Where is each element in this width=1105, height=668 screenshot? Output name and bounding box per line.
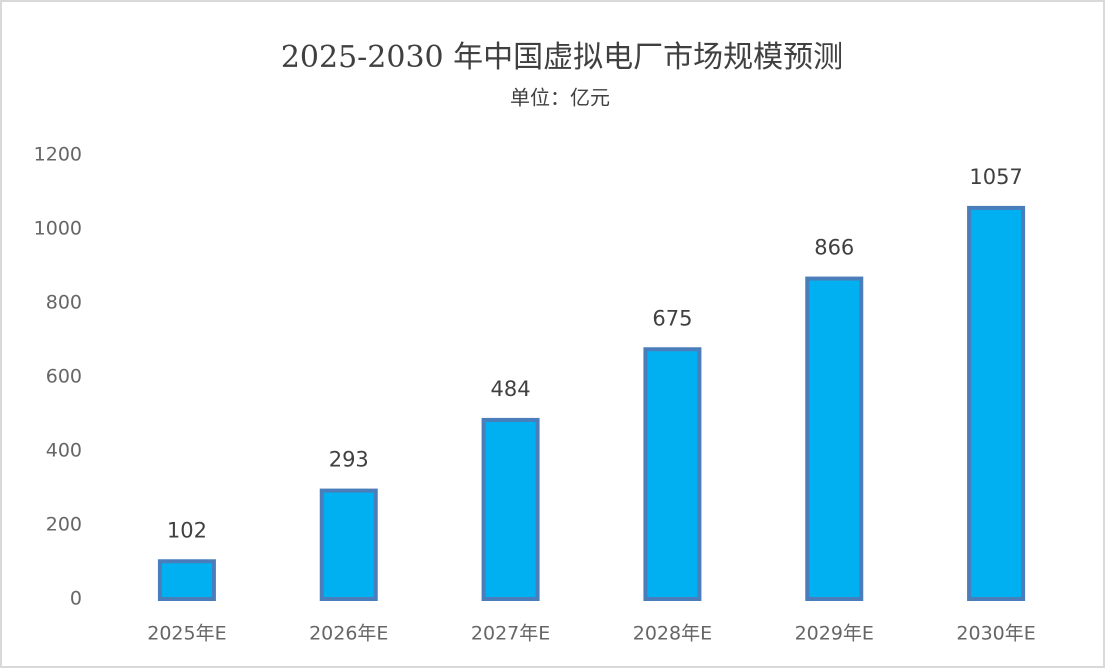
data-label: 293 [329,448,369,472]
data-label: 866 [814,236,854,260]
y-tick-label: 600 [46,366,82,388]
y-tick-label: 0 [70,588,82,610]
bar [157,559,216,602]
x-tick-label: 2026年E [309,623,388,645]
chart-title: 2025-2030 年中国虚拟电厂市场规模预测 [281,40,843,75]
data-label: 675 [652,306,692,330]
y-tick-label: 200 [46,514,82,536]
bar [643,347,702,601]
data-label: 1057 [969,165,1022,189]
data-label: 484 [491,377,531,401]
x-tick-label: 2029年E [795,623,874,645]
x-tick-label: 2030年E [956,623,1035,645]
y-tick-label: 400 [46,440,82,462]
data-label: 102 [167,518,207,542]
y-tick-label: 800 [46,292,82,314]
bar [967,205,1026,601]
chart-subtitle: 单位：亿元 [510,86,610,110]
y-tick-label: 1000 [34,218,82,240]
bar [481,417,540,602]
x-tick-label: 2028年E [633,623,712,645]
bar [319,488,378,601]
bar [805,276,864,601]
x-tick-label: 2025年E [147,623,226,645]
x-tick-label: 2027年E [471,623,550,645]
y-tick-label: 1200 [34,144,82,166]
